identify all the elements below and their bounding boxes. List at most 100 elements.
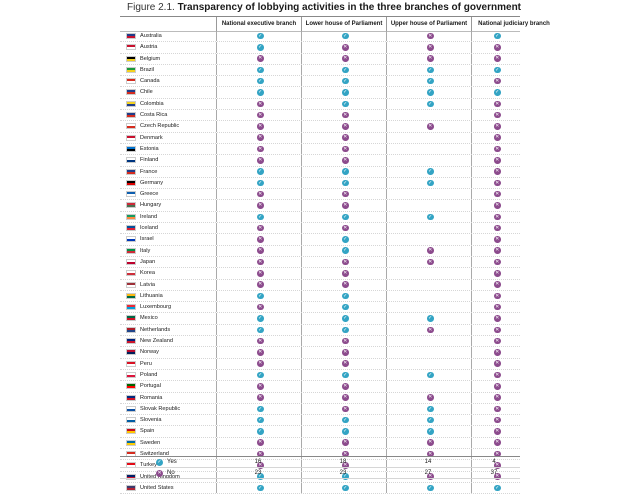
- x-circle-icon: ✕: [494, 473, 501, 480]
- table-row: Netherlands ✓ ✓ ✕ ✕: [120, 324, 520, 337]
- table-row: Romania ✕ ✕ ✕ ✕: [120, 392, 520, 404]
- table-cell: ✓: [386, 211, 471, 223]
- table-cell: ✕: [471, 369, 518, 381]
- table-cell: ✓: [301, 76, 386, 87]
- x-circle-icon: ✕: [494, 247, 501, 254]
- table-row: Lithuania ✓ ✓ ✕: [120, 290, 520, 303]
- x-circle-icon: ✕: [342, 360, 349, 367]
- x-circle-icon: ✕: [257, 145, 264, 153]
- table-row: Spain ✓ ✓ ✓ ✕: [120, 426, 520, 438]
- column-header-upper-house: Upper house of Parliament: [386, 17, 471, 31]
- flag-icon: [126, 225, 136, 232]
- table-row: Slovenia ✓ ✓ ✓ ✕: [120, 415, 520, 427]
- total-yes-upper-house: 14: [424, 459, 432, 465]
- table-cell: ✕: [471, 302, 518, 313]
- table-cell: ✕: [216, 448, 301, 460]
- country-name: Austria: [140, 44, 158, 51]
- table-cell: ✓: [386, 177, 471, 189]
- table-row: Hungary ✕ ✕ ✕: [120, 200, 520, 212]
- check-circle-icon: ✓: [342, 89, 349, 96]
- flag-icon: [126, 100, 136, 107]
- x-circle-icon: ✕: [257, 258, 264, 266]
- table-cell: ✓: [386, 482, 471, 494]
- x-circle-icon: ✕: [257, 281, 264, 288]
- table-cell: ✕: [216, 189, 301, 200]
- country-name: Spain: [140, 428, 155, 435]
- check-circle-icon: ✓: [494, 89, 501, 96]
- x-circle-icon: ✕: [427, 450, 434, 458]
- column-header-lower-house: Lower house of Parliament: [301, 17, 386, 31]
- table-cell: ✕: [471, 53, 518, 64]
- x-circle-icon: ✕: [342, 55, 349, 62]
- x-circle-icon: ✕: [342, 337, 349, 345]
- x-circle-icon: ✕: [494, 439, 501, 446]
- flag-icon: [126, 168, 136, 175]
- table-cell: ✓: [301, 64, 386, 76]
- check-circle-icon: ✓: [427, 484, 434, 492]
- x-circle-icon: ✕: [494, 213, 501, 221]
- table-cell: ✕: [216, 200, 301, 211]
- country-name: Korea: [140, 270, 155, 277]
- x-circle-icon: ✕: [257, 224, 264, 232]
- flag-icon: [126, 338, 136, 345]
- x-circle-icon: ✕: [342, 450, 349, 458]
- country-name: Sweden: [140, 439, 161, 446]
- x-circle-icon: ✕: [257, 247, 264, 254]
- table-cell: ✕: [471, 313, 518, 324]
- table-row: Sweden ✕ ✕ ✕ ✕: [120, 437, 520, 449]
- table-cell: ✕: [301, 437, 386, 448]
- table-cell: [386, 110, 471, 121]
- table-cell: ✕: [471, 381, 518, 392]
- table-cell: ✓: [301, 98, 386, 110]
- table-cell: [386, 200, 471, 211]
- check-circle-icon: ✓: [427, 77, 434, 85]
- table-row: Norway ✕ ✕ ✕: [120, 347, 520, 359]
- table-row: Japan ✕ ✕ ✕ ✕: [120, 256, 520, 269]
- country-name: Costa Rica: [140, 112, 168, 119]
- table-cell: [386, 460, 471, 471]
- x-circle-icon: ✕: [494, 100, 501, 108]
- table-cell: ✓: [216, 471, 301, 482]
- check-circle-icon: ✓: [257, 405, 264, 413]
- flag-icon: [126, 292, 136, 299]
- country-name: Netherlands: [140, 326, 171, 333]
- x-circle-icon: ✕: [494, 326, 501, 334]
- flag-icon: [126, 78, 136, 85]
- table-cell: ✓: [386, 64, 471, 76]
- table-cell: ✕: [216, 155, 301, 166]
- table-row: United States ✓ ✓ ✓ ✓: [120, 482, 520, 494]
- check-circle-icon: ✓: [342, 77, 349, 85]
- table-cell: ✕: [216, 132, 301, 143]
- country-name: Colombia: [140, 100, 164, 107]
- table-cell: ✕: [386, 448, 471, 460]
- table-cell: ✕: [471, 98, 518, 110]
- check-circle-icon: ✓: [257, 315, 264, 322]
- check-circle-icon: ✓: [342, 416, 349, 424]
- table-cell: ✕: [301, 200, 386, 211]
- check-circle-icon: ✓: [342, 32, 349, 40]
- table-cell: ✕: [471, 403, 518, 415]
- table-cell: ✓: [301, 415, 386, 426]
- check-circle-icon: ✓: [494, 32, 501, 40]
- table-cell: ✕: [471, 426, 518, 437]
- table-cell: [386, 189, 471, 200]
- table-cell: ✕: [471, 392, 518, 403]
- table-row: Greece ✕ ✕ ✕: [120, 189, 520, 201]
- x-circle-icon: ✕: [342, 123, 349, 130]
- figure-title: Figure 2.1. Transparency of lobbying act…: [127, 2, 521, 13]
- x-circle-icon: ✕: [342, 190, 349, 198]
- table-row: Colombia ✕ ✓ ✓ ✕: [120, 98, 520, 111]
- flag-icon: [126, 44, 136, 51]
- flag-icon: [126, 191, 136, 198]
- table-row: Switzerland ✕ ✕ ✕ ✕: [120, 448, 520, 461]
- country-name: Luxembourg: [140, 304, 172, 311]
- table-cell: ✕: [216, 98, 301, 110]
- country-name: New Zealand: [140, 338, 173, 345]
- table-cell: ✕: [471, 177, 518, 189]
- country-name: Ireland: [140, 213, 158, 220]
- table-cell: ✓: [386, 369, 471, 381]
- table-cell: ✕: [301, 392, 386, 403]
- table-row: Czech Republic ✕ ✕ ✕ ✕: [120, 121, 520, 133]
- table-cell: ✕: [301, 358, 386, 369]
- table-cell: ✓: [301, 234, 386, 245]
